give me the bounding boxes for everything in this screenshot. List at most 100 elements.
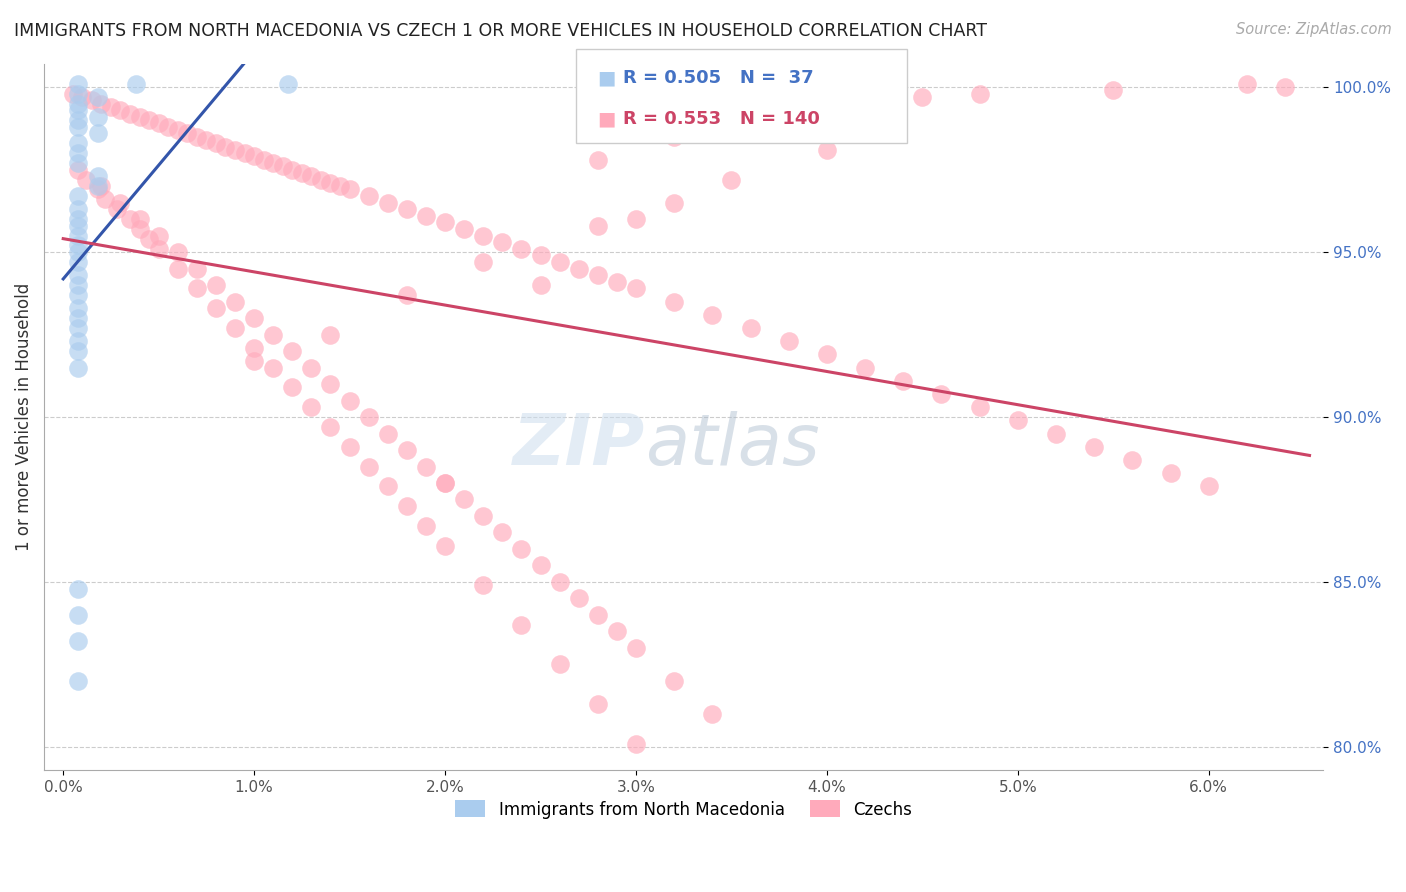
- Point: [702, 308, 724, 322]
- Point: [281, 344, 304, 359]
- Point: [72, 90, 94, 104]
- Point: [128, 212, 150, 227]
- Point: [357, 459, 380, 474]
- Y-axis label: 1 or more Vehicles in Household: 1 or more Vehicles in Household: [15, 283, 32, 551]
- Point: [166, 261, 188, 276]
- Point: [166, 123, 188, 137]
- Point: [138, 113, 160, 128]
- Point: [243, 311, 266, 326]
- Point: [529, 558, 551, 573]
- Point: [148, 242, 170, 256]
- Point: [277, 77, 299, 91]
- Point: [339, 440, 361, 454]
- Point: [377, 479, 399, 493]
- Point: [67, 156, 90, 170]
- Point: [434, 215, 457, 229]
- Point: [67, 228, 90, 243]
- Point: [586, 607, 609, 622]
- Point: [491, 525, 513, 540]
- Point: [281, 162, 304, 177]
- Point: [67, 673, 90, 688]
- Point: [568, 591, 591, 606]
- Text: ■: ■: [598, 68, 616, 87]
- Point: [67, 136, 90, 151]
- Point: [224, 143, 246, 157]
- Point: [434, 539, 457, 553]
- Point: [118, 212, 141, 227]
- Point: [67, 311, 90, 326]
- Point: [262, 327, 284, 342]
- Point: [606, 624, 628, 639]
- Point: [281, 380, 304, 394]
- Point: [62, 87, 84, 101]
- Point: [67, 634, 90, 648]
- Point: [319, 176, 342, 190]
- Point: [778, 334, 800, 348]
- Point: [243, 341, 266, 355]
- Point: [67, 278, 90, 293]
- Point: [415, 459, 437, 474]
- Point: [329, 179, 352, 194]
- Point: [319, 377, 342, 392]
- Point: [510, 541, 533, 556]
- Point: [86, 169, 108, 184]
- Point: [262, 156, 284, 170]
- Point: [586, 268, 609, 282]
- Point: [67, 360, 90, 375]
- Text: Source: ZipAtlas.com: Source: ZipAtlas.com: [1236, 22, 1392, 37]
- Point: [853, 360, 876, 375]
- Point: [548, 657, 571, 672]
- Point: [395, 202, 418, 217]
- Text: ■: ■: [598, 109, 616, 128]
- Point: [969, 400, 991, 414]
- Point: [662, 129, 685, 144]
- Point: [86, 90, 108, 104]
- Point: [1007, 413, 1029, 427]
- Point: [702, 706, 724, 721]
- Point: [105, 202, 128, 217]
- Point: [67, 321, 90, 335]
- Point: [377, 426, 399, 441]
- Point: [67, 103, 90, 118]
- Point: [740, 321, 762, 335]
- Point: [86, 182, 108, 196]
- Text: atlas: atlas: [645, 411, 820, 480]
- Point: [357, 189, 380, 203]
- Point: [624, 281, 647, 295]
- Point: [1236, 77, 1258, 91]
- Point: [1274, 80, 1296, 95]
- Point: [67, 334, 90, 348]
- Point: [291, 166, 314, 180]
- Point: [548, 255, 571, 269]
- Point: [125, 77, 148, 91]
- Point: [339, 182, 361, 196]
- Point: [262, 360, 284, 375]
- Point: [395, 288, 418, 302]
- Point: [67, 212, 90, 227]
- Point: [624, 212, 647, 227]
- Point: [299, 169, 322, 184]
- Point: [233, 146, 256, 161]
- Point: [624, 737, 647, 751]
- Text: ZIP: ZIP: [513, 411, 645, 480]
- Point: [606, 275, 628, 289]
- Point: [186, 261, 208, 276]
- Point: [586, 697, 609, 711]
- Legend: Immigrants from North Macedonia, Czechs: Immigrants from North Macedonia, Czechs: [449, 794, 918, 825]
- Point: [1198, 479, 1220, 493]
- Point: [510, 242, 533, 256]
- Point: [157, 120, 180, 134]
- Point: [720, 172, 742, 186]
- Point: [195, 133, 218, 147]
- Point: [90, 179, 112, 194]
- Point: [299, 400, 322, 414]
- Point: [568, 261, 591, 276]
- Point: [75, 172, 97, 186]
- Point: [100, 100, 122, 114]
- Point: [243, 149, 266, 163]
- Point: [86, 110, 108, 124]
- Point: [128, 110, 150, 124]
- Point: [1160, 466, 1182, 480]
- Point: [224, 321, 246, 335]
- Point: [110, 103, 132, 118]
